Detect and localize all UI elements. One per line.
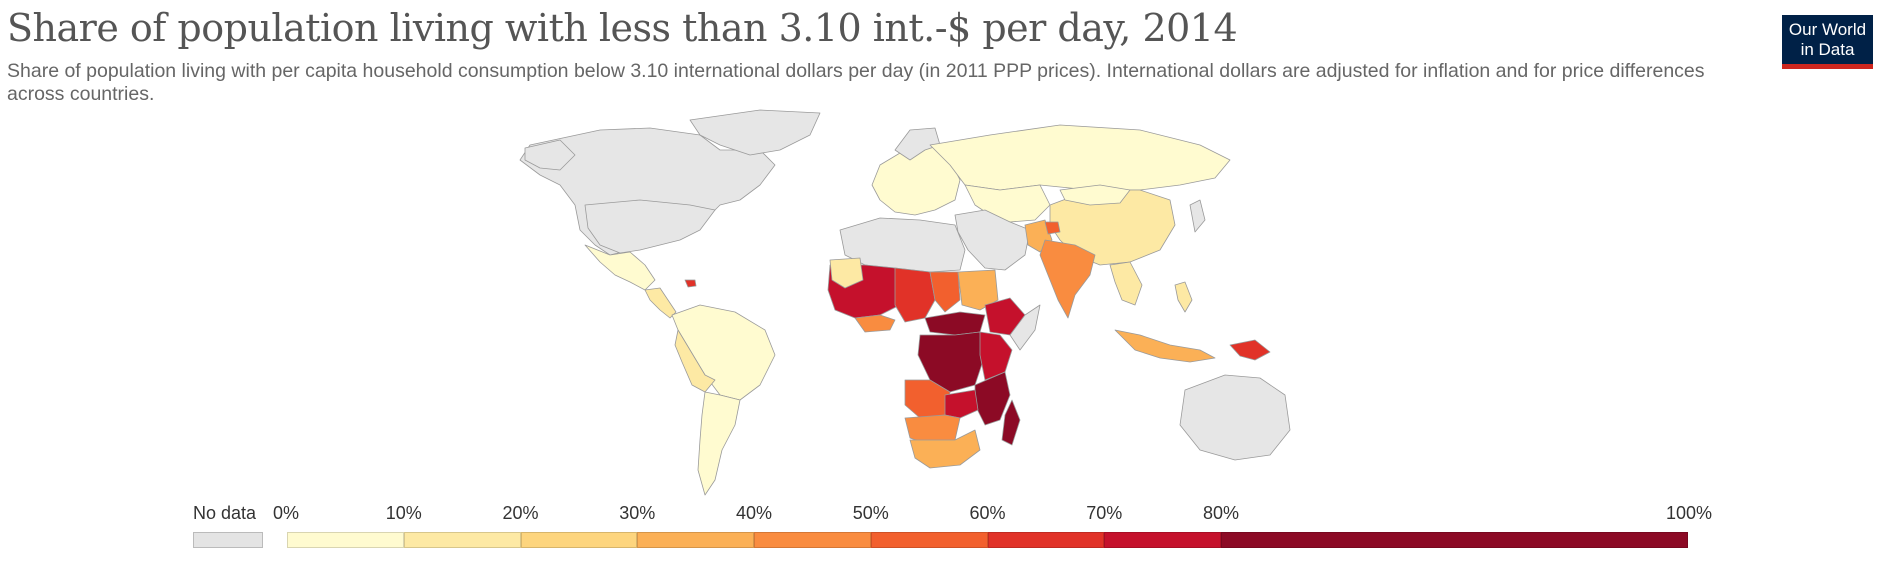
country-haiti[interactable]	[684, 279, 697, 288]
country-mauritania[interactable]	[829, 257, 864, 289]
country-papua-new-guinea[interactable]	[1229, 339, 1271, 361]
legend-tick-label: 60%	[969, 503, 1006, 523]
legend-tick-label: 30%	[619, 503, 656, 523]
country-japan[interactable]	[1189, 199, 1206, 233]
legend-tick-label: 20%	[502, 503, 539, 523]
region-middle-east[interactable]	[954, 209, 1031, 271]
owid-logo[interactable]: Our World in Data	[1782, 15, 1873, 69]
legend-bin-60-70[interactable]	[987, 532, 1105, 548]
country-madagascar[interactable]	[1001, 399, 1021, 446]
region-central-america[interactable]	[644, 287, 677, 319]
country-somalia[interactable]	[1009, 304, 1041, 351]
region-greenland[interactable]	[689, 109, 821, 156]
chart-subtitle: Share of population living with per capi…	[7, 60, 1705, 105]
country-russia[interactable]	[929, 124, 1231, 191]
region-south-america-south[interactable]	[697, 391, 741, 496]
legend-bin-10-20[interactable]	[403, 532, 521, 548]
legend-tick-label: 40%	[735, 503, 773, 523]
legend-tick-label: 70%	[1086, 503, 1123, 523]
legend-no-data-label: No data	[193, 503, 257, 523]
legend-bin-40-50[interactable]	[754, 532, 871, 548]
chart-title: Share of population living with less tha…	[7, 6, 1238, 50]
region-east-africa[interactable]	[979, 331, 1013, 381]
logo-line-1: Our World	[1788, 20, 1867, 39]
logo-line-2: in Data	[1800, 40, 1855, 59]
world-map	[519, 109, 1291, 496]
region-coastal-west-africa[interactable]	[854, 314, 896, 333]
region-indochina[interactable]	[1109, 261, 1143, 306]
country-car[interactable]	[924, 311, 986, 336]
region-alaska[interactable]	[524, 139, 576, 171]
country-india[interactable]	[1039, 239, 1096, 319]
legend-bin-20-30[interactable]	[520, 532, 638, 548]
legend-bin-70-80[interactable]	[1104, 532, 1221, 548]
legend-tick-label: 100%	[1665, 503, 1712, 523]
country-nigeria-niger[interactable]	[894, 267, 936, 323]
legend-bin-0-10[interactable]	[287, 532, 404, 548]
legend-bin-80-100[interactable]	[1221, 532, 1688, 548]
country-mexico[interactable]	[584, 244, 656, 291]
country-zambia[interactable]	[944, 389, 979, 419]
country-australia[interactable]	[1179, 374, 1291, 461]
country-mongolia[interactable]	[1059, 184, 1131, 206]
legend-bin-30-40[interactable]	[637, 532, 754, 548]
region-indonesia[interactable]	[1114, 329, 1216, 363]
legend-bin-50-60[interactable]	[870, 532, 988, 548]
region-usa[interactable]	[584, 199, 716, 254]
country-chad[interactable]	[929, 271, 961, 313]
legend-tick-label: 50%	[852, 503, 889, 523]
legend-tick-label: 10%	[385, 503, 422, 523]
country-nepal[interactable]	[1044, 221, 1061, 235]
legend-tick-label: 0%	[273, 503, 300, 523]
legend-no-data-swatch	[193, 532, 263, 548]
country-south-africa[interactable]	[909, 429, 981, 469]
region-central-asia[interactable]	[964, 184, 1051, 223]
country-philippines[interactable]	[1174, 281, 1193, 313]
legend-tick-label: 80%	[1202, 503, 1240, 523]
country-china[interactable]	[1049, 189, 1176, 266]
